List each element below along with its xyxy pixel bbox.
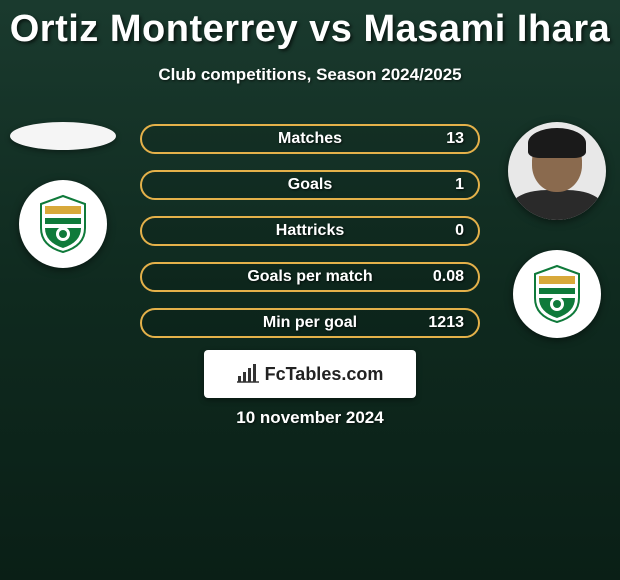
stat-value: 1213	[428, 314, 464, 332]
page-title: Ortiz Monterrey vs Masami Ihara	[0, 0, 620, 51]
stat-label: Goals	[288, 176, 332, 194]
branding-text: FcTables.com	[265, 364, 384, 385]
date-label: 10 november 2024	[236, 408, 383, 428]
right-club-badge	[513, 250, 601, 338]
stat-value: 1	[455, 176, 464, 194]
stat-label: Matches	[278, 130, 342, 148]
branding-badge: FcTables.com	[204, 350, 416, 398]
betis-crest-icon	[531, 264, 583, 324]
stat-value: 0.08	[433, 268, 464, 286]
stat-label: Min per goal	[263, 314, 357, 332]
stat-row-min-per-goal: Min per goal 1213	[140, 308, 480, 338]
right-player-column	[502, 122, 612, 338]
stat-row-goals-per-match: Goals per match 0.08	[140, 262, 480, 292]
stat-row-hattricks: Hattricks 0	[140, 216, 480, 246]
stat-row-goals: Goals 1	[140, 170, 480, 200]
stat-value: 0	[455, 222, 464, 240]
left-club-badge	[19, 180, 107, 268]
stat-value: 13	[446, 130, 464, 148]
stat-label: Hattricks	[276, 222, 344, 240]
page-subtitle: Club competitions, Season 2024/2025	[0, 65, 620, 85]
bar-chart-icon	[237, 364, 259, 384]
stat-label: Goals per match	[247, 268, 372, 286]
left-player-column	[8, 122, 118, 268]
left-player-placeholder-icon	[10, 122, 116, 150]
stats-list: Matches 13 Goals 1 Hattricks 0 Goals per…	[140, 124, 480, 338]
right-player-avatar-icon	[508, 122, 606, 220]
stat-row-matches: Matches 13	[140, 124, 480, 154]
betis-crest-icon	[37, 194, 89, 254]
